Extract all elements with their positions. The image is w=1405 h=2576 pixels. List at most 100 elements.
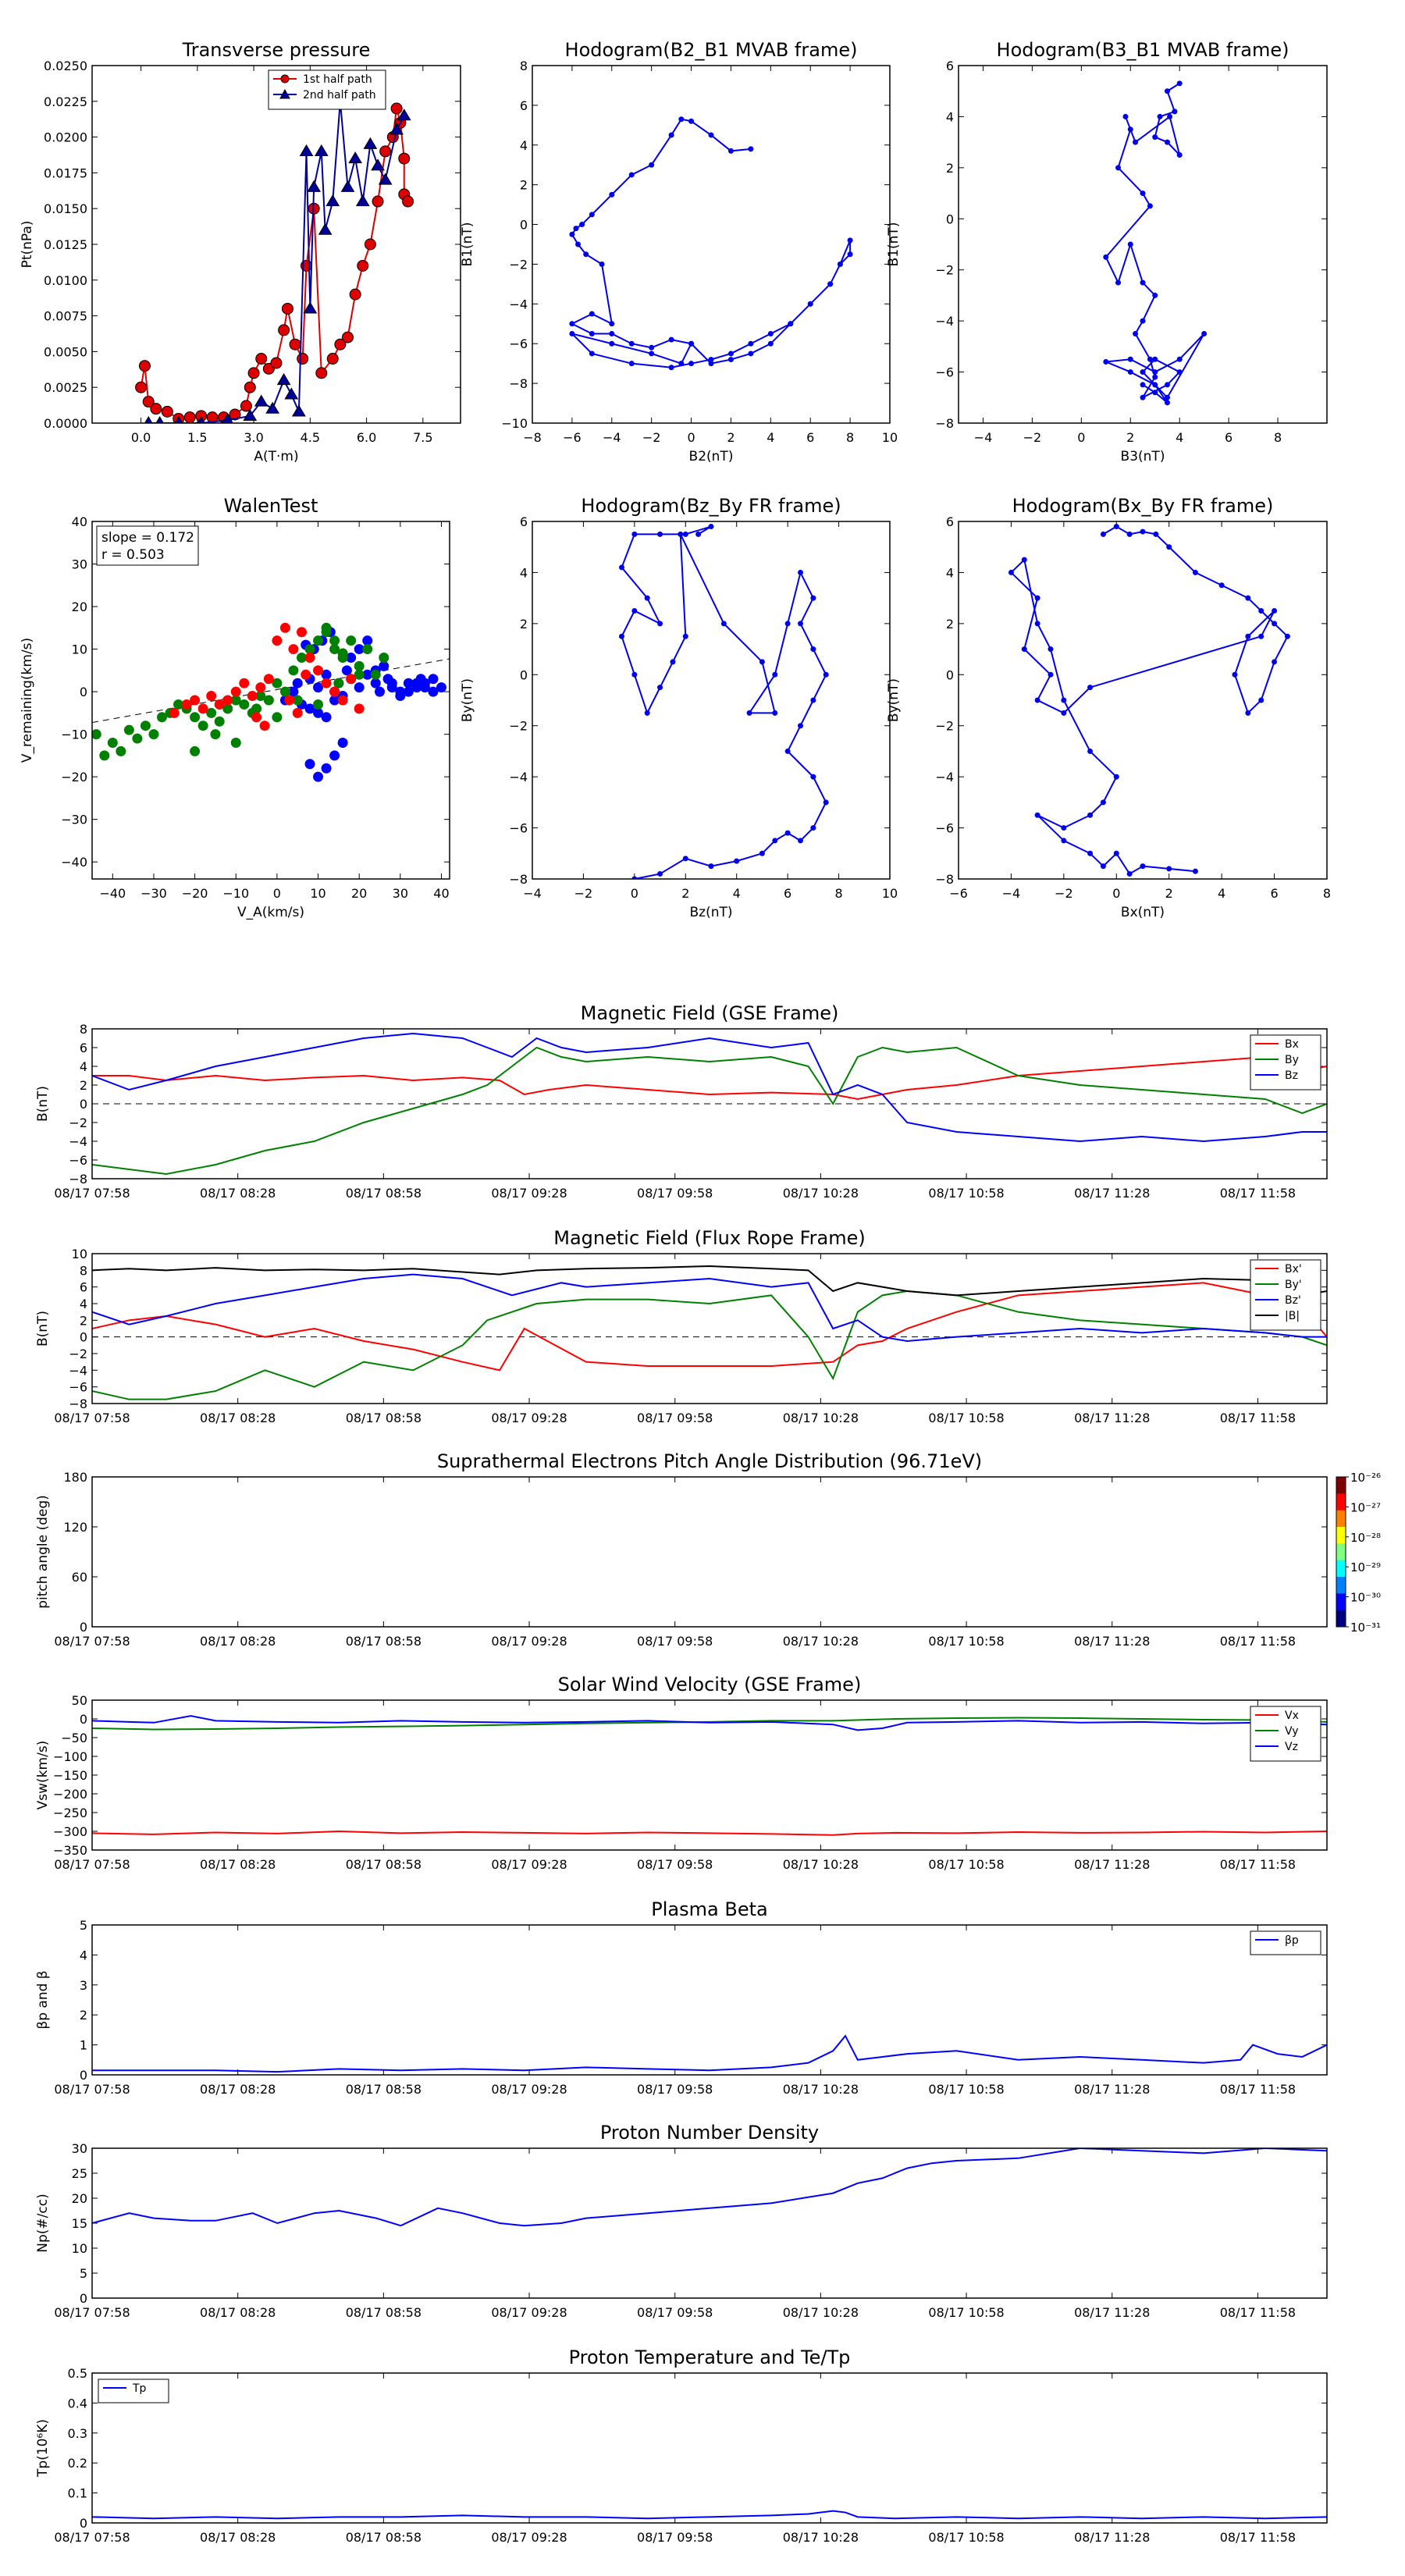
data-point (1147, 356, 1153, 362)
colorbar-segment (1336, 1527, 1346, 1544)
data-point (313, 635, 324, 646)
y-tick-label: 1 (80, 2038, 87, 2053)
y-tick-label: −2 (935, 719, 954, 734)
y-tick-label: 0.0025 (44, 380, 87, 395)
time-tick-label: 08/17 09:28 (491, 1634, 567, 1649)
x-tick-label: 6 (806, 430, 814, 445)
data-point (649, 344, 655, 350)
data-point (348, 151, 363, 164)
data-point (644, 595, 650, 601)
data-point (823, 671, 829, 678)
data-point (1176, 152, 1183, 158)
colorbar-tick-label: 10⁻³¹ (1350, 1621, 1381, 1635)
series-Bx' (92, 1282, 1327, 1372)
y-tick-label: 2 (946, 161, 954, 176)
chart-h1: Hodogram(B2_B1 MVAB frame) B2(nT) B1(nT) −1… (460, 39, 898, 464)
y-tick-label: −2 (935, 263, 954, 278)
time-tick-label: 08/17 11:28 (1074, 2082, 1150, 2097)
data-point (748, 350, 754, 357)
y-tick-label: −6 (509, 336, 528, 351)
plot-frame (91, 1476, 1328, 1628)
x-tick-label: 6.0 (357, 430, 376, 445)
series-line (92, 2034, 1327, 2073)
data-point (1140, 863, 1146, 870)
y-tick-label: 4 (946, 565, 954, 580)
y-axis-label: V_remaining(km/s) (20, 638, 35, 763)
data-point (649, 162, 655, 168)
y-tick-label: 8 (520, 59, 528, 73)
chart-h4: Hodogram(Bx_By FR frame)Bx(nT)By(nT)−8−6… (886, 495, 1331, 920)
chart-h3: Hodogram(Bz_By FR frame) Bz(nT) By(nT) −8 −6… (460, 495, 898, 920)
legend-box (1250, 1930, 1321, 1955)
time-tick-label: 08/17 11:28 (1074, 2305, 1150, 2320)
series-line (1104, 83, 1205, 404)
y-axis-label: Vsw(km/s) (35, 1741, 51, 1810)
y-tick-label: −4 (69, 1134, 87, 1149)
data-point (270, 357, 283, 369)
data-point (229, 408, 241, 421)
data-point (190, 712, 201, 723)
data-point (239, 699, 250, 710)
y-tick-label: 8 (80, 1022, 87, 1037)
data-point (767, 340, 774, 347)
series-line (92, 1282, 1327, 1372)
y-tick-label: −30 (61, 813, 87, 827)
x-tick-label: −30 (140, 886, 167, 901)
data-point (619, 633, 624, 639)
x-tick-label: 6 (1225, 430, 1232, 445)
data-point (1152, 356, 1158, 362)
x-tick-label: 10 (882, 886, 898, 901)
y-tick-label: 2 (520, 178, 528, 193)
data-point (657, 531, 663, 537)
data-point (1061, 697, 1067, 703)
series-0 (1103, 80, 1208, 406)
data-point (599, 261, 605, 267)
y-tick-label: 6 (946, 514, 954, 529)
data-point (244, 381, 256, 393)
chart-title: Proton Number Density (600, 2122, 819, 2144)
series-1st half path (135, 102, 414, 423)
series-2nd half path (144, 94, 411, 423)
data-point (1127, 356, 1133, 362)
y-tick-label: 3 (80, 1978, 87, 1993)
data-point (628, 361, 635, 367)
data-point (748, 146, 754, 152)
x-tick-label: 8 (1323, 886, 1331, 901)
plot-frame (91, 1924, 1328, 2076)
data-point (354, 703, 365, 714)
legend-label: Vy (1285, 1725, 1299, 1738)
y-tick-label: −8 (509, 872, 528, 887)
x-tick-label: 4 (733, 886, 741, 901)
x-tick-label: 4 (767, 430, 774, 445)
chart-title: Hodogram(B2_B1 MVAB frame) (565, 39, 858, 61)
data-point (1140, 318, 1146, 324)
plot-frame (532, 65, 891, 424)
y-tick-label: −6 (69, 1153, 87, 1168)
time-tick-label: 08/17 08:58 (346, 1411, 422, 1425)
data-point (784, 748, 791, 754)
data-point (239, 678, 250, 688)
series-0 (1008, 524, 1290, 877)
data-point (748, 340, 754, 347)
x-tick-label: −10 (222, 886, 249, 901)
data-point (1147, 203, 1153, 209)
data-point (321, 712, 332, 723)
data-point (214, 716, 225, 727)
data-point (1166, 866, 1172, 872)
data-point (810, 774, 816, 780)
data-point (1164, 88, 1170, 94)
annotation-frame (96, 525, 199, 566)
series-0 (92, 2148, 1327, 2227)
time-tick-label: 08/17 10:28 (783, 1634, 859, 1649)
y-tick-label: 5 (80, 2266, 87, 2281)
data-point (107, 738, 118, 749)
series-1 (92, 622, 389, 761)
chart-title: Hodogram(Bz_By FR frame) (581, 495, 841, 517)
y-tick-label: −40 (61, 855, 87, 870)
data-point (354, 682, 365, 693)
data-point (1061, 710, 1067, 716)
time-tick-label: 08/17 08:58 (346, 1634, 422, 1649)
data-point (183, 411, 196, 423)
y-tick-label: −6 (935, 365, 954, 380)
y-tick-label: −100 (53, 1749, 87, 1764)
